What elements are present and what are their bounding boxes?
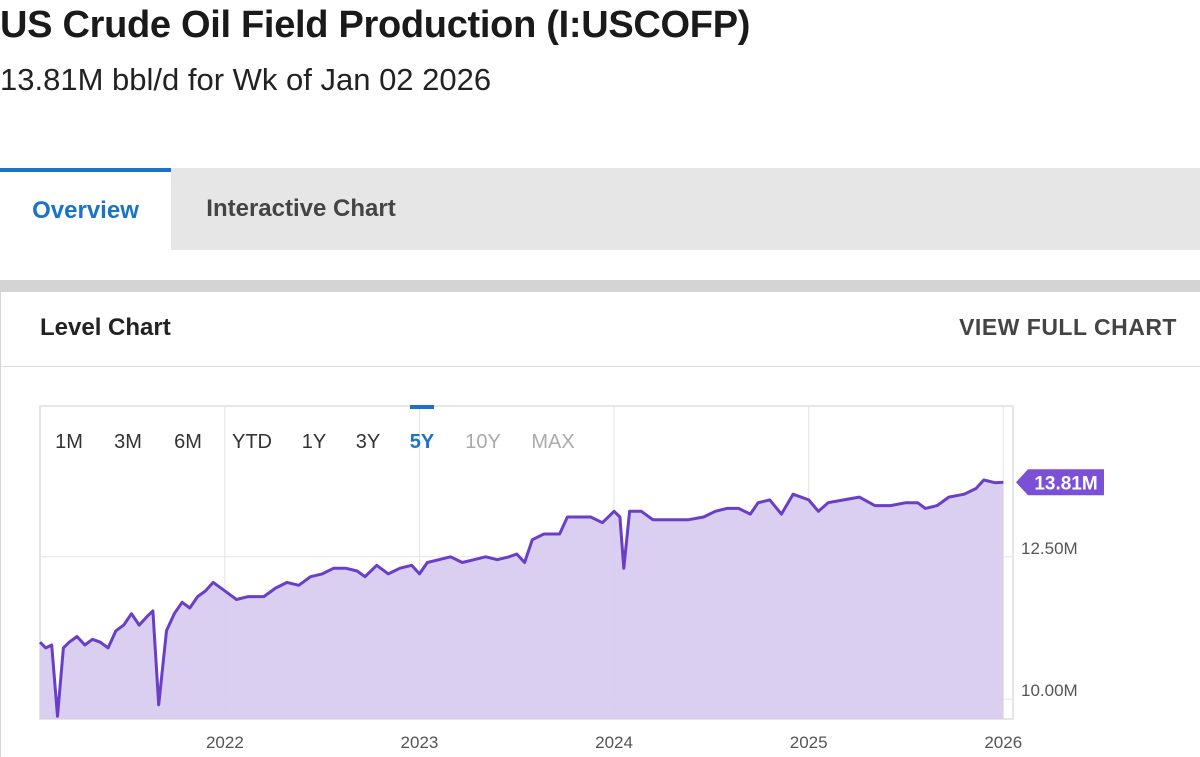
range-button-3y[interactable]: 3Y [356, 431, 380, 453]
series-area [40, 480, 1004, 719]
x-tick-label: 2025 [790, 733, 828, 752]
range-button-3m[interactable]: 3M [114, 431, 142, 453]
tab-bar: Overview Interactive Chart [0, 168, 1200, 250]
y-tick-label: 12.50M [1021, 539, 1078, 558]
card-title: Level Chart [40, 314, 171, 341]
range-button-1y[interactable]: 1Y [302, 431, 326, 453]
card-header: Level Chart VIEW FULL CHART [1, 292, 1200, 367]
range-button-1m[interactable]: 1M [55, 431, 83, 453]
range-button-5y[interactable]: 5Y [410, 431, 435, 453]
page-subtitle: 13.81M bbl/d for Wk of Jan 02 2026 [0, 62, 492, 97]
series-line [38, 478, 1004, 718]
x-tick-label: 2023 [401, 733, 439, 752]
view-full-chart-link[interactable]: VIEW FULL CHART [959, 314, 1177, 340]
x-tick-label: 2026 [984, 733, 1022, 752]
page-title: US Crude Oil Field Production (I:USCOFP) [0, 4, 751, 46]
last-value-marker [1016, 469, 1104, 496]
tab-overview[interactable]: Overview [0, 168, 171, 250]
range-button-max[interactable]: MAX [531, 431, 574, 453]
y-tick-label: 10.00M [1021, 681, 1078, 700]
x-tick-label: 2024 [595, 733, 633, 752]
last-value-label: 13.81M [1034, 473, 1097, 494]
x-tick-label: 2022 [206, 733, 244, 752]
range-button-10y[interactable]: 10Y [465, 431, 501, 453]
tab-interactive-chart[interactable]: Interactive Chart [206, 195, 396, 222]
range-button-6m[interactable]: 6M [174, 431, 202, 453]
range-selected-indicator [410, 405, 434, 409]
range-button-ytd[interactable]: YTD [232, 431, 272, 453]
